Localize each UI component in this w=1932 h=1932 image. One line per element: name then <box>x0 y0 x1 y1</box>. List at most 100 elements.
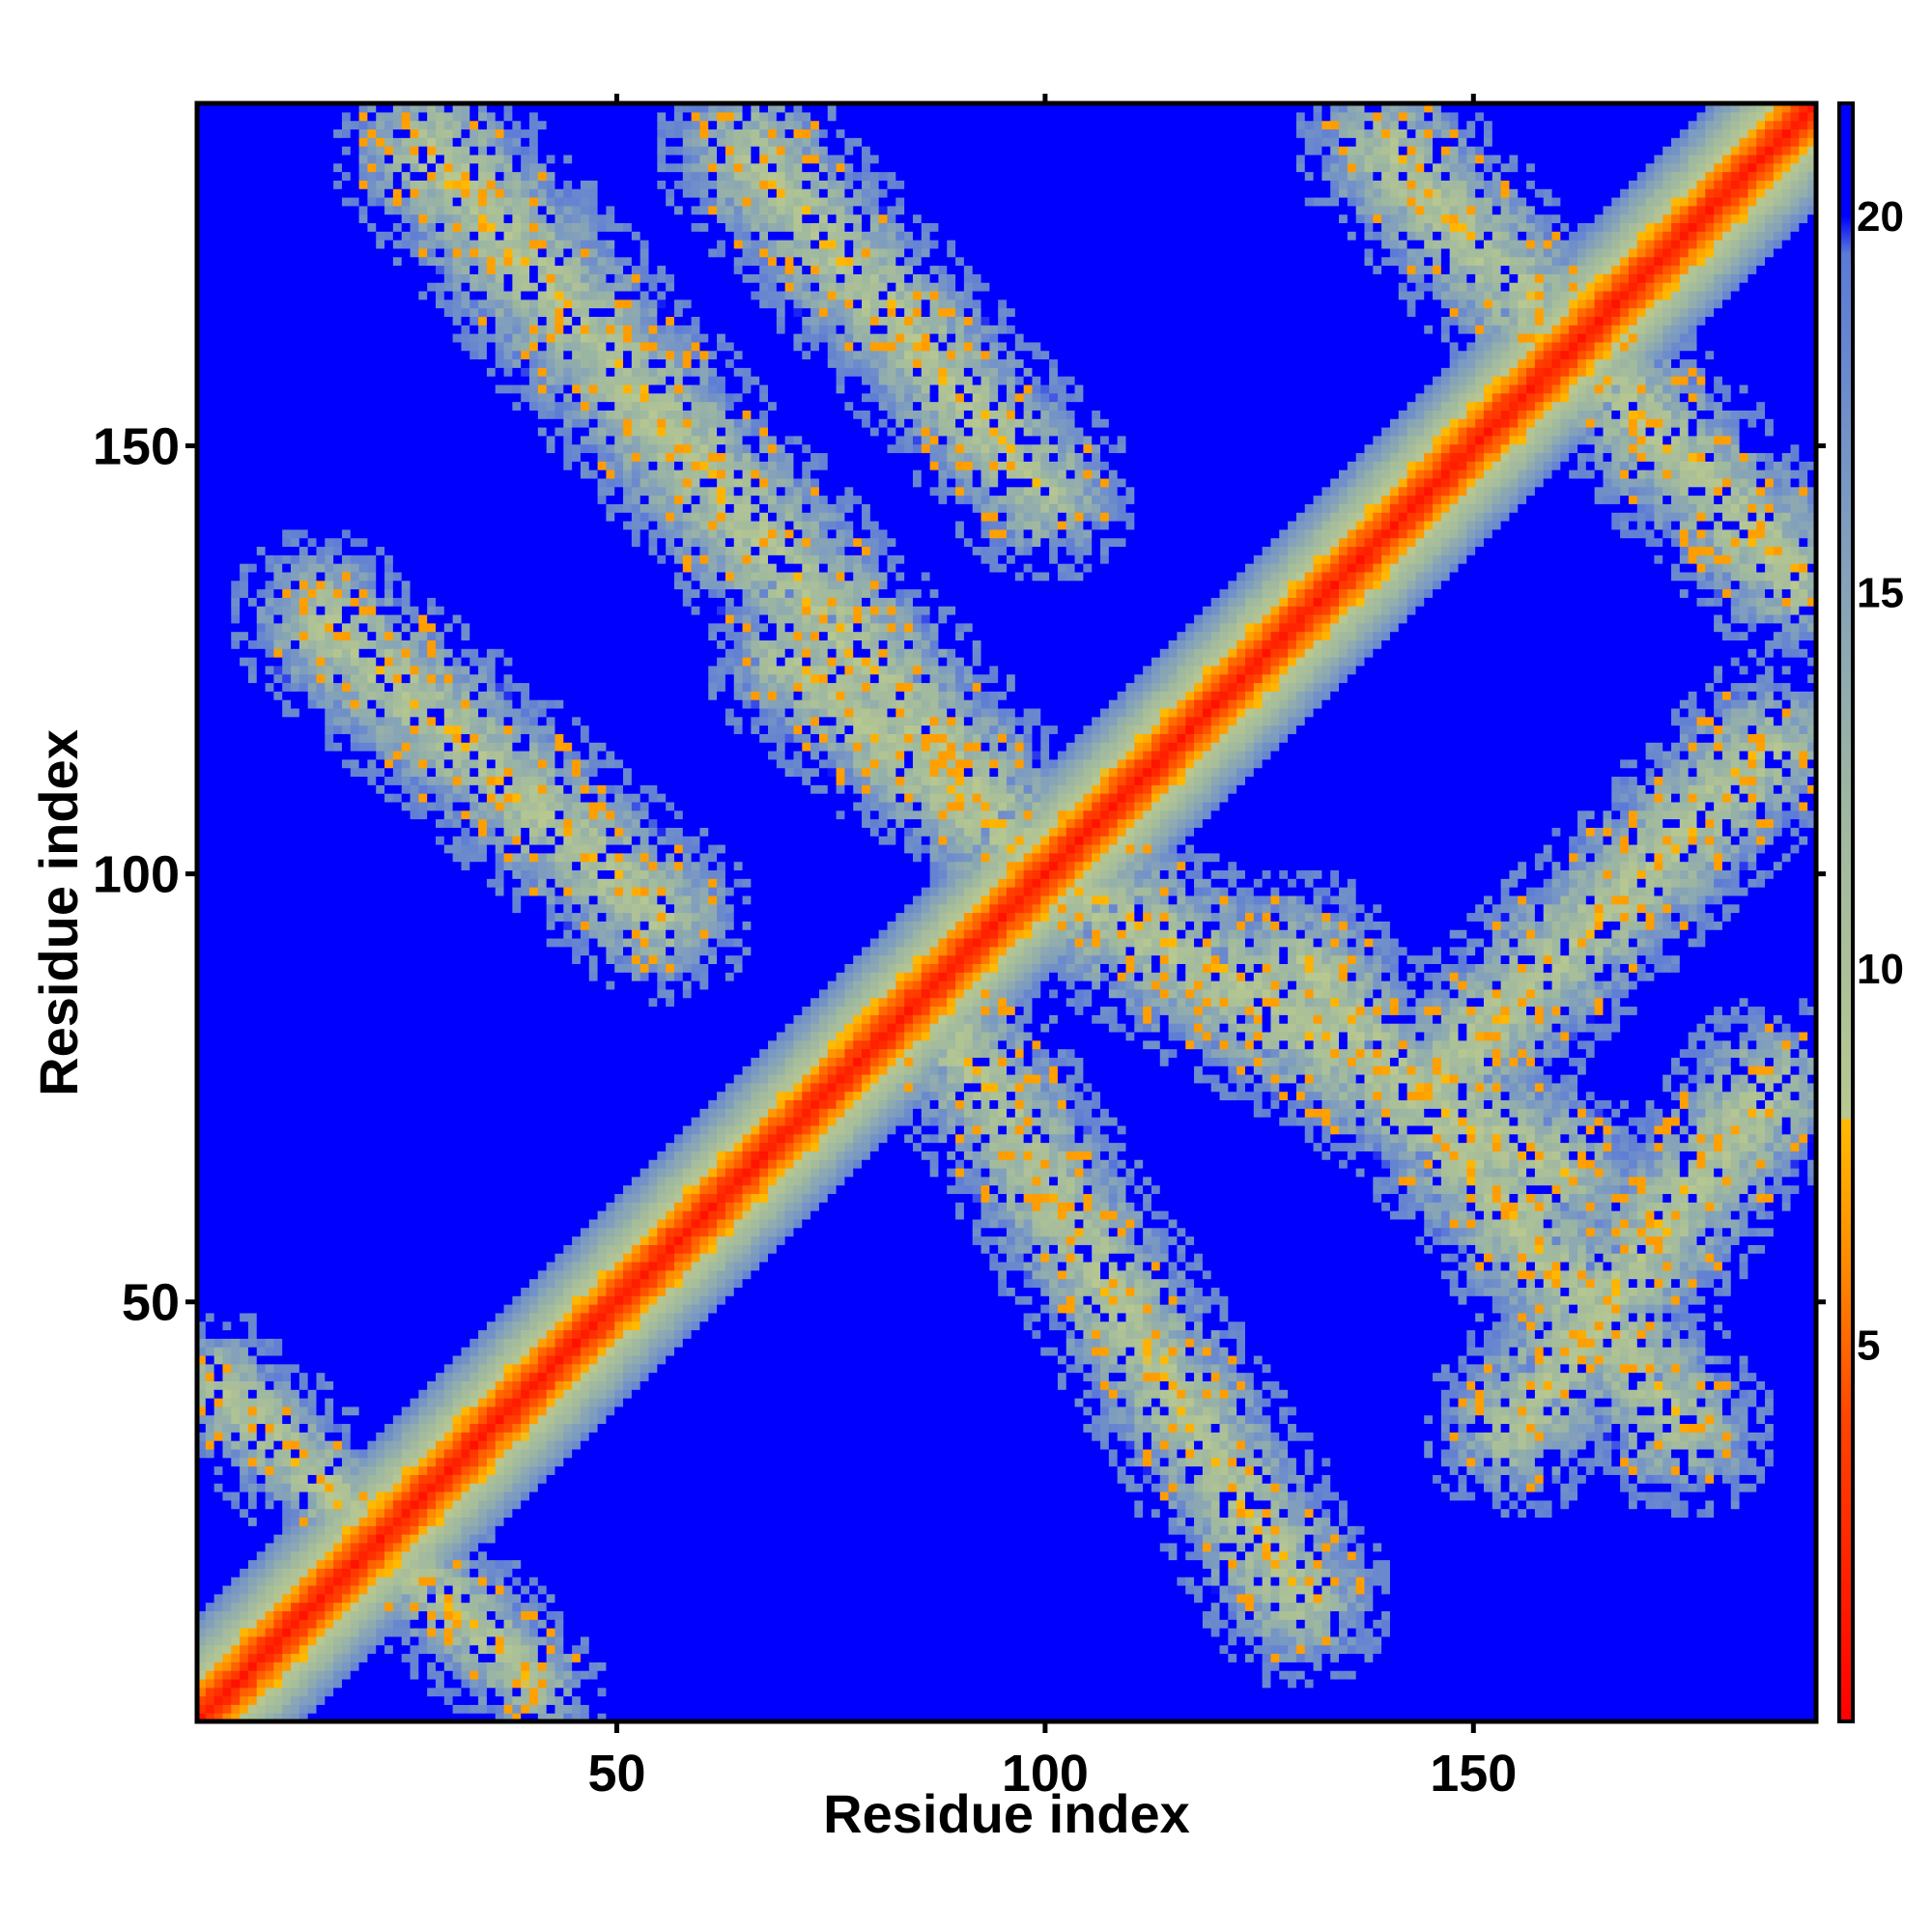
heatmap-cell <box>248 1143 257 1151</box>
heatmap-cell <box>291 1202 299 1210</box>
heatmap-cell <box>351 913 359 922</box>
heatmap-cell <box>376 895 384 904</box>
heatmap-cell <box>257 1398 266 1406</box>
heatmap-cell <box>282 266 291 274</box>
heatmap-cell <box>333 1253 342 1262</box>
heatmap-cell <box>266 1594 274 1603</box>
heatmap-cell <box>231 1185 240 1194</box>
heatmap-cell <box>393 1287 402 1295</box>
heatmap-cell <box>273 1474 282 1483</box>
heatmap-cell <box>384 563 393 572</box>
heatmap-cell <box>359 904 368 913</box>
heatmap-cell <box>240 623 248 632</box>
heatmap-cell <box>206 869 214 878</box>
heatmap-cell <box>222 1236 231 1245</box>
heatmap-cell <box>299 614 308 623</box>
heatmap-cell <box>359 725 368 734</box>
heatmap-cell <box>402 1466 411 1475</box>
heatmap-cell <box>206 402 214 411</box>
heatmap-cell <box>231 1373 240 1381</box>
heatmap-cell <box>367 240 376 248</box>
heatmap-cell <box>402 248 411 257</box>
heatmap-cell <box>367 827 376 836</box>
heatmap-cell <box>351 367 359 376</box>
heatmap-cell <box>384 1117 393 1125</box>
heatmap-cell <box>333 1662 342 1670</box>
heatmap-cell <box>257 844 266 853</box>
heatmap-cell <box>214 146 223 155</box>
heatmap-cell <box>342 1662 351 1670</box>
heatmap-cell <box>316 699 325 708</box>
heatmap-cell <box>376 776 384 784</box>
heatmap-cell <box>418 1338 427 1347</box>
heatmap-cell <box>359 1321 368 1330</box>
heatmap-cell <box>291 1253 299 1262</box>
heatmap-cell <box>393 299 402 308</box>
heatmap-cell <box>367 358 376 367</box>
heatmap-cell <box>393 418 402 427</box>
heatmap-cell <box>291 1466 299 1475</box>
heatmap-cell <box>231 146 240 155</box>
heatmap-cell <box>248 1177 257 1185</box>
heatmap-cell <box>342 248 351 257</box>
heatmap-cell <box>359 273 368 282</box>
heatmap-cell <box>325 1295 333 1304</box>
heatmap-cell <box>411 980 419 989</box>
heatmap-cell <box>325 1398 333 1406</box>
heatmap-cell <box>418 1551 427 1560</box>
heatmap-cell <box>257 1474 266 1483</box>
heatmap-cell <box>376 1099 384 1108</box>
heatmap-cell <box>411 904 419 913</box>
heatmap-cell <box>308 299 317 308</box>
heatmap-cell <box>291 1406 299 1415</box>
heatmap-cell <box>393 1236 402 1245</box>
heatmap-cell <box>214 172 223 181</box>
heatmap-cell <box>308 1270 317 1279</box>
heatmap-cell <box>316 1543 325 1551</box>
heatmap-cell <box>325 1228 333 1236</box>
heatmap-cell <box>206 717 214 725</box>
heatmap-cell <box>393 921 402 929</box>
heatmap-cell <box>359 1577 368 1585</box>
heatmap-cell <box>214 478 223 487</box>
heatmap-cell <box>333 266 342 274</box>
heatmap-cell <box>393 128 402 137</box>
heatmap-cell <box>325 478 333 487</box>
heatmap-cell <box>325 155 333 163</box>
heatmap-cell <box>342 581 351 589</box>
heatmap-cell <box>411 503 419 512</box>
heatmap-cell <box>214 1228 223 1236</box>
heatmap-cell <box>359 325 368 333</box>
heatmap-cell <box>384 418 393 427</box>
heatmap-cell <box>384 402 393 411</box>
heatmap-cell <box>240 452 248 461</box>
heatmap-cell <box>351 725 359 734</box>
heatmap-cell <box>240 351 248 359</box>
heatmap-cell <box>342 358 351 367</box>
heatmap-cell <box>240 666 248 674</box>
heatmap-cell <box>384 1525 393 1534</box>
heatmap-cell <box>333 546 342 554</box>
heatmap-cell <box>393 682 402 691</box>
heatmap-cell <box>402 1193 411 1202</box>
heatmap-cell <box>393 1373 402 1381</box>
heatmap-cell <box>308 563 317 572</box>
heatmap-cell <box>325 248 333 257</box>
heatmap-cell <box>222 1560 231 1569</box>
heatmap-cell <box>316 1577 325 1585</box>
heatmap-cell <box>367 308 376 317</box>
heatmap-cell <box>248 1092 257 1100</box>
heatmap-cell <box>222 222 231 231</box>
heatmap-cell <box>248 1364 257 1373</box>
heatmap-cell <box>214 1151 223 1159</box>
heatmap-cell <box>342 733 351 742</box>
heatmap-cell <box>273 1355 282 1364</box>
heatmap-cell <box>411 666 419 674</box>
heatmap-cell <box>240 402 248 411</box>
heatmap-cell <box>351 1228 359 1236</box>
heatmap-cell <box>231 1159 240 1168</box>
heatmap-cell <box>291 222 299 231</box>
heatmap-cell <box>222 1228 231 1236</box>
heatmap-cell <box>257 648 266 657</box>
heatmap-cell <box>240 316 248 325</box>
